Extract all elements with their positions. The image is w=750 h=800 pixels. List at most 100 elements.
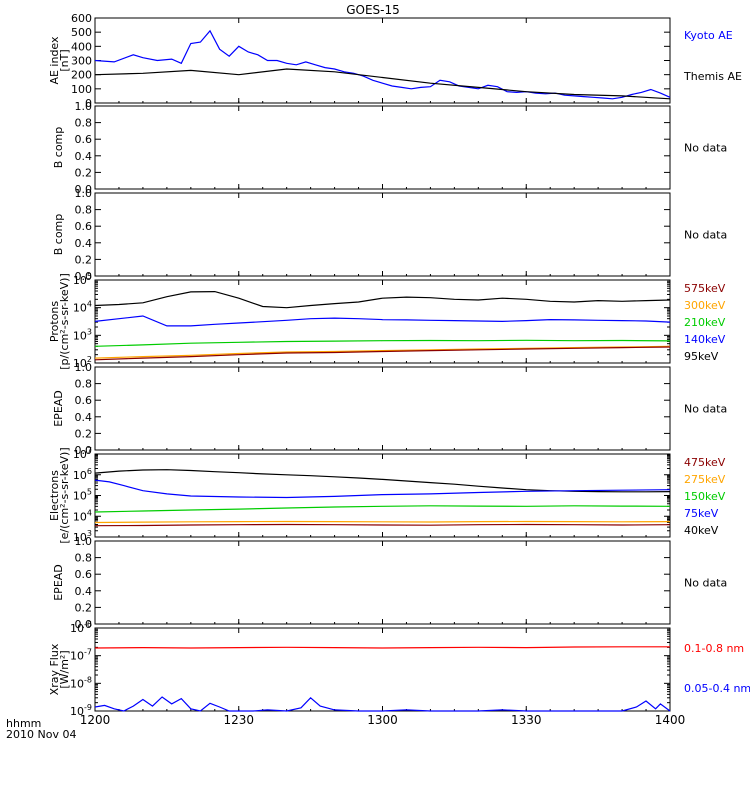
series-line-140kev <box>94 315 671 327</box>
y-tick-label: 0.6 <box>75 568 93 581</box>
no-data-label: No data <box>684 577 727 590</box>
y-tick-label: 0.6 <box>75 220 93 233</box>
panel-frame <box>94 366 671 451</box>
y-axis-label: [p/(cm²-s-sr-keV)] <box>58 273 71 370</box>
y-tick-label: 10-6 <box>70 620 92 635</box>
legend-entry: 575keV <box>684 282 726 295</box>
panel-b2: 0.0 0.2 0.4 0.6 0.8 1.0 B comp No data <box>52 187 727 283</box>
series-line-40kev <box>94 469 671 493</box>
legend-entry: 150keV <box>684 490 726 503</box>
legend-entry: 140keV <box>684 333 726 346</box>
x-tick-label: 1300 <box>367 713 398 727</box>
y-tick-label: 1.0 <box>75 187 93 200</box>
y-tick-label: 105 <box>73 272 92 287</box>
y-axis-label: Protons <box>48 301 61 342</box>
x-tick-label: 1400 <box>655 713 686 727</box>
x-tick-label: 1200 <box>80 713 111 727</box>
y-axis-label: EPEAD <box>52 564 65 601</box>
y-tick-label: 103 <box>73 529 92 544</box>
y-tick-label: 0.2 <box>75 427 93 440</box>
panel-b1: 0.0 0.2 0.4 0.6 0.8 1.0 B comp No data <box>52 100 727 196</box>
y-tick-label: 102 <box>73 355 92 370</box>
series-line-475kev <box>94 523 671 527</box>
y-tick-label: 0.4 <box>75 150 93 163</box>
panel-epead1: 0.0 0.2 0.4 0.6 0.8 1.0 EPEAD No data <box>52 361 727 457</box>
y-tick-label: 0.4 <box>75 237 93 250</box>
y-tick-label: 0.2 <box>75 166 93 179</box>
no-data-label: No data <box>684 403 727 416</box>
panel-protons: 102 103 104 105 Protons[p/(cm²-s-sr-keV)] 575… <box>48 272 726 370</box>
y-tick-label: 103 <box>73 327 92 342</box>
time-format-label: hhmm <box>6 717 41 730</box>
y-tick-label: 600 <box>71 12 92 25</box>
time-axis: 1200 1230 1300 1330 1400 <box>80 713 686 727</box>
y-tick-label: 400 <box>71 40 92 53</box>
panel-epead2: 0.0 0.2 0.4 0.6 0.8 1.0 EPEAD No data <box>52 535 727 631</box>
x-tick-label: 1330 <box>511 713 542 727</box>
series-line-275kev <box>94 520 671 524</box>
y-tick-label: 0.8 <box>75 204 93 217</box>
y-tick-label: 10-7 <box>70 648 92 663</box>
no-data-label: No data <box>684 229 727 242</box>
y-axis-label: B comp <box>52 127 65 169</box>
y-tick-label: 0.8 <box>75 378 93 391</box>
y-tick-label: 0.4 <box>75 585 93 598</box>
series-line-575kev <box>94 346 671 361</box>
y-tick-label: 0.0 <box>75 270 93 283</box>
y-tick-label: 0.2 <box>75 253 93 266</box>
series-line-150kev <box>94 505 671 513</box>
legend-entry: 275keV <box>684 473 726 486</box>
series-line-300kev <box>94 345 671 359</box>
y-tick-label: 106 <box>73 467 92 482</box>
y-tick-label: 105 <box>73 488 92 503</box>
legend-entry: 210keV <box>684 316 726 329</box>
legend-entry: Themis AE <box>683 70 742 83</box>
y-tick-label: 0.0 <box>75 183 93 196</box>
y-tick-label: 104 <box>73 508 92 523</box>
panel-electrons: 103 104 105 106 107 Electrons[e/(cm²-s-sr-keV… <box>48 446 726 544</box>
panel-frame <box>94 17 671 104</box>
y-tick-label: 0.8 <box>75 117 93 130</box>
panel-frame <box>94 105 671 190</box>
y-tick-label: 300 <box>71 55 92 68</box>
series-line-0-05-0-4-nm <box>94 696 671 712</box>
y-tick-label: 0.6 <box>75 133 93 146</box>
panel-frame <box>94 192 671 277</box>
y-axis-label: B comp <box>52 214 65 256</box>
y-tick-label: 10-9 <box>70 703 92 718</box>
figure-title: GOES-15 <box>346 3 400 17</box>
y-tick-label: 0.2 <box>75 601 93 614</box>
y-axis-label: [e/(cm²-s-sr-keV)] <box>58 447 71 543</box>
y-tick-label: 0.6 <box>75 394 93 407</box>
y-tick-label: 0.0 <box>75 618 93 631</box>
legend-entry: 0.05-0.4 nm <box>684 682 750 695</box>
legend-entry: 300keV <box>684 299 726 312</box>
legend-entry: 40keV <box>684 524 719 537</box>
y-axis-label: [nT] <box>58 49 71 71</box>
series-line-75kev <box>94 479 671 499</box>
y-axis-label: Electrons <box>48 470 61 521</box>
series-line-0-1-0-8-nm <box>94 646 670 649</box>
y-tick-label: 0.0 <box>75 444 93 457</box>
y-tick-label: 100 <box>71 83 92 96</box>
y-tick-label: 0.4 <box>75 411 93 424</box>
y-tick-label: 1.0 <box>75 535 93 548</box>
y-tick-label: 500 <box>71 26 92 39</box>
legend-entry: Kyoto AE <box>684 29 733 42</box>
x-tick-label: 1230 <box>223 713 254 727</box>
y-tick-label: 0 <box>85 97 92 110</box>
series-line-themis-ae <box>94 68 671 100</box>
y-tick-label: 0.8 <box>75 552 93 565</box>
y-axis-label: EPEAD <box>52 390 65 427</box>
legend-entry: 475keV <box>684 456 726 469</box>
series-line-210kev <box>94 339 671 347</box>
date-label: 2010 Nov 04 <box>6 728 76 741</box>
no-data-label: No data <box>684 142 727 155</box>
legend-entry: 95keV <box>684 350 719 363</box>
y-axis-label: AE index <box>48 36 61 85</box>
y-axis-label: Xray Flux <box>48 643 61 695</box>
y-tick-label: 200 <box>71 69 92 82</box>
